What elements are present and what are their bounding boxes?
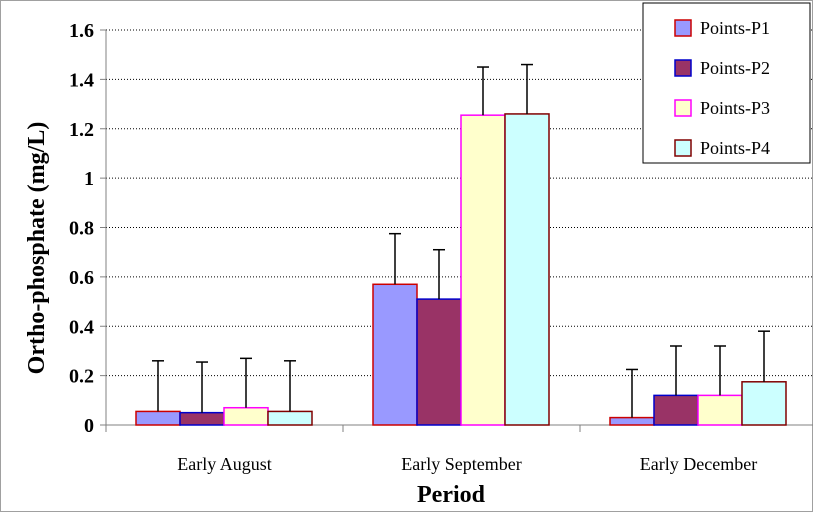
y-tick-label: 1 <box>84 168 94 190</box>
legend-swatch <box>674 19 692 37</box>
gridlines <box>106 29 813 377</box>
bar <box>653 394 699 426</box>
bar <box>372 283 418 426</box>
bar <box>267 410 313 426</box>
y-tick-label: 0.8 <box>69 218 94 240</box>
legend: Points-P1 Points-P2 Points-P3 Points-P4 <box>642 2 811 164</box>
labels: 0 0.2 0.4 0.6 0.8 1 1.2 1.4 1.6 Early August Early… <box>69 20 757 474</box>
bar <box>416 298 462 426</box>
x-axis-title: Period <box>417 482 486 508</box>
error-bars <box>152 63 770 418</box>
x-tick-label: Early December <box>640 454 757 474</box>
bar <box>609 416 655 426</box>
legend-label: Points-P4 <box>700 138 770 158</box>
y-axis-title: Ortho-phosphate (mg/L) <box>24 122 50 375</box>
legend-label: Points-P2 <box>700 58 770 78</box>
bar <box>135 410 181 426</box>
y-tick-label: 0 <box>84 415 94 437</box>
legend-swatch <box>674 59 692 77</box>
legend-swatch <box>674 139 692 157</box>
bar <box>460 114 506 426</box>
y-tick-label: 0.2 <box>69 366 94 388</box>
x-tick-label: Early August <box>177 454 272 474</box>
legend-swatch <box>674 99 692 117</box>
x-tick-label: Early September <box>401 454 521 474</box>
y-tick-label: 1.4 <box>69 69 94 91</box>
bar <box>179 411 225 426</box>
bar <box>741 381 787 426</box>
y-tick-label: 1.6 <box>69 20 94 42</box>
legend-label: Points-P1 <box>700 18 770 38</box>
bar <box>697 394 743 426</box>
y-tick-label: 0.6 <box>69 267 94 289</box>
legend-label: Points-P3 <box>700 98 770 118</box>
legend-box <box>642 2 811 164</box>
y-tick-label: 0.4 <box>69 316 94 338</box>
bar <box>223 406 269 426</box>
bar <box>504 113 550 426</box>
y-tick-label: 1.2 <box>69 119 94 141</box>
